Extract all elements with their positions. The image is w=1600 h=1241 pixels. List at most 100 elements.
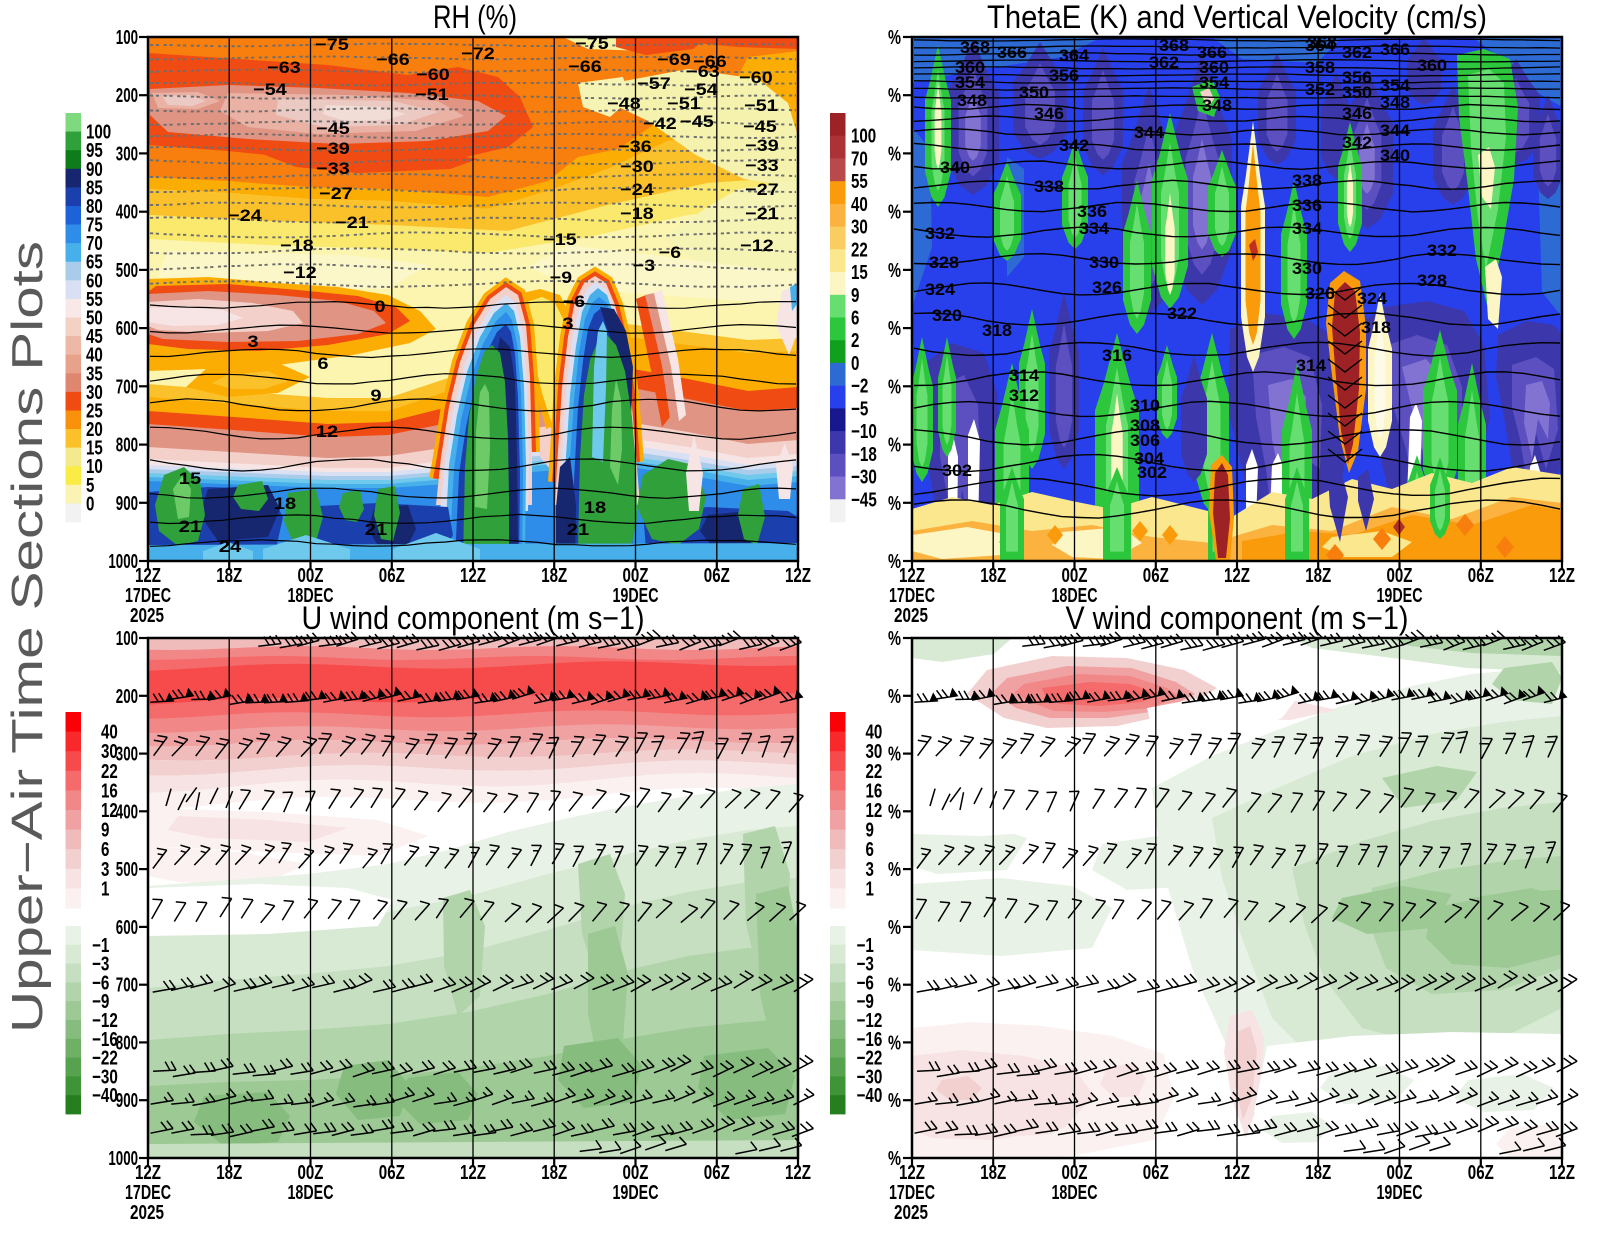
svg-text:368: 368 bbox=[960, 38, 990, 57]
svg-text:06Z: 06Z bbox=[379, 565, 405, 587]
svg-text:−12: −12 bbox=[857, 1010, 883, 1032]
svg-text:%: % bbox=[888, 318, 901, 340]
svg-text:18DEC: 18DEC bbox=[1052, 585, 1098, 607]
svg-text:−6: −6 bbox=[857, 972, 874, 994]
svg-text:366: 366 bbox=[997, 43, 1027, 62]
svg-text:320: 320 bbox=[932, 306, 962, 325]
svg-text:3: 3 bbox=[101, 859, 109, 881]
svg-text:12Z: 12Z bbox=[135, 1162, 161, 1184]
svg-text:346: 346 bbox=[1342, 104, 1372, 123]
svg-text:−72: −72 bbox=[461, 44, 494, 63]
svg-text:12Z: 12Z bbox=[1224, 1162, 1250, 1184]
svg-text:%: % bbox=[888, 1032, 901, 1054]
svg-text:360: 360 bbox=[955, 58, 985, 77]
svg-text:−60: −60 bbox=[416, 65, 449, 84]
svg-text:12Z: 12Z bbox=[785, 1162, 811, 1184]
svg-text:%: % bbox=[888, 202, 901, 224]
svg-text:%: % bbox=[888, 493, 901, 515]
svg-text:336: 336 bbox=[1292, 196, 1322, 215]
svg-text:55: 55 bbox=[86, 289, 103, 311]
svg-text:324: 324 bbox=[1357, 289, 1388, 308]
svg-text:Upper−Air Time Sections Plots: Upper−Air Time Sections Plots bbox=[3, 241, 52, 1033]
svg-text:%: % bbox=[888, 859, 901, 881]
svg-text:17DEC: 17DEC bbox=[125, 585, 171, 607]
svg-text:306: 306 bbox=[1130, 431, 1160, 450]
svg-text:00Z: 00Z bbox=[1387, 565, 1413, 587]
svg-text:18Z: 18Z bbox=[1305, 1162, 1331, 1184]
svg-text:3: 3 bbox=[562, 314, 573, 333]
svg-text:06Z: 06Z bbox=[704, 1162, 730, 1184]
svg-text:00Z: 00Z bbox=[623, 565, 649, 587]
svg-text:−12: −12 bbox=[283, 263, 316, 282]
svg-text:−45: −45 bbox=[316, 119, 349, 138]
svg-text:12: 12 bbox=[866, 800, 883, 822]
svg-text:314: 314 bbox=[1296, 356, 1327, 375]
svg-text:900: 900 bbox=[116, 1090, 138, 1112]
svg-text:−42: −42 bbox=[643, 114, 676, 133]
svg-text:2025: 2025 bbox=[130, 1202, 164, 1224]
svg-text:%: % bbox=[888, 1148, 901, 1170]
svg-text:−27: −27 bbox=[319, 184, 352, 203]
svg-text:12Z: 12Z bbox=[1224, 565, 1250, 587]
svg-text:100: 100 bbox=[86, 122, 111, 144]
svg-text:45: 45 bbox=[86, 326, 103, 348]
svg-text:0: 0 bbox=[374, 297, 385, 316]
svg-text:342: 342 bbox=[1342, 133, 1372, 152]
svg-text:16: 16 bbox=[866, 780, 883, 802]
svg-text:80: 80 bbox=[86, 196, 103, 218]
svg-text:−3: −3 bbox=[92, 954, 109, 976]
svg-text:%: % bbox=[888, 143, 901, 165]
svg-text:18Z: 18Z bbox=[216, 565, 242, 587]
svg-text:350: 350 bbox=[1019, 83, 1049, 102]
svg-text:40: 40 bbox=[866, 722, 883, 744]
svg-text:−60: −60 bbox=[739, 68, 772, 87]
svg-text:−30: −30 bbox=[92, 1066, 118, 1088]
svg-text:−33: −33 bbox=[745, 156, 778, 175]
svg-text:−16: −16 bbox=[857, 1029, 883, 1051]
svg-text:368: 368 bbox=[1159, 36, 1189, 55]
svg-text:5: 5 bbox=[86, 475, 94, 497]
svg-text:06Z: 06Z bbox=[704, 565, 730, 587]
svg-text:800: 800 bbox=[116, 435, 138, 457]
svg-text:314: 314 bbox=[1009, 366, 1040, 385]
svg-text:12: 12 bbox=[101, 800, 118, 822]
svg-text:65: 65 bbox=[86, 252, 103, 274]
svg-text:−45: −45 bbox=[680, 112, 713, 131]
svg-text:9: 9 bbox=[851, 285, 859, 307]
svg-text:ThetaE (K) and Vertical Veloci: ThetaE (K) and Vertical Velocity (cm/s) bbox=[987, 0, 1487, 35]
svg-text:−51: −51 bbox=[667, 94, 700, 113]
svg-text:06Z: 06Z bbox=[1468, 565, 1494, 587]
svg-text:21: 21 bbox=[567, 520, 589, 539]
svg-text:360: 360 bbox=[1199, 58, 1229, 77]
svg-text:−48: −48 bbox=[607, 94, 640, 113]
svg-text:12Z: 12Z bbox=[1549, 1162, 1575, 1184]
svg-text:332: 332 bbox=[1427, 241, 1457, 260]
svg-text:30: 30 bbox=[101, 741, 118, 763]
svg-text:RH (%): RH (%) bbox=[433, 0, 517, 35]
svg-text:%: % bbox=[888, 628, 901, 650]
svg-text:18: 18 bbox=[584, 498, 606, 517]
svg-text:00Z: 00Z bbox=[298, 1162, 324, 1184]
svg-text:12Z: 12Z bbox=[899, 565, 925, 587]
svg-text:354: 354 bbox=[1380, 76, 1411, 95]
svg-text:−24: −24 bbox=[228, 206, 262, 225]
svg-text:−21: −21 bbox=[745, 204, 778, 223]
svg-text:00Z: 00Z bbox=[1062, 565, 1088, 587]
svg-text:344: 344 bbox=[1380, 121, 1411, 140]
svg-text:−21: −21 bbox=[335, 213, 368, 232]
svg-text:348: 348 bbox=[957, 91, 987, 110]
svg-text:%: % bbox=[888, 686, 901, 708]
svg-text:24: 24 bbox=[219, 537, 242, 556]
svg-text:%: % bbox=[888, 975, 901, 997]
svg-text:352: 352 bbox=[1305, 80, 1335, 99]
svg-text:302: 302 bbox=[942, 461, 972, 480]
svg-text:−5: −5 bbox=[851, 398, 868, 420]
svg-text:324: 324 bbox=[925, 280, 956, 299]
svg-text:−30: −30 bbox=[620, 157, 653, 176]
svg-text:−9: −9 bbox=[857, 991, 874, 1013]
svg-text:00Z: 00Z bbox=[623, 1162, 649, 1184]
svg-text:356: 356 bbox=[1049, 66, 1079, 85]
svg-text:00Z: 00Z bbox=[1062, 1162, 1088, 1184]
svg-text:70: 70 bbox=[851, 148, 868, 170]
svg-text:%: % bbox=[888, 551, 901, 573]
